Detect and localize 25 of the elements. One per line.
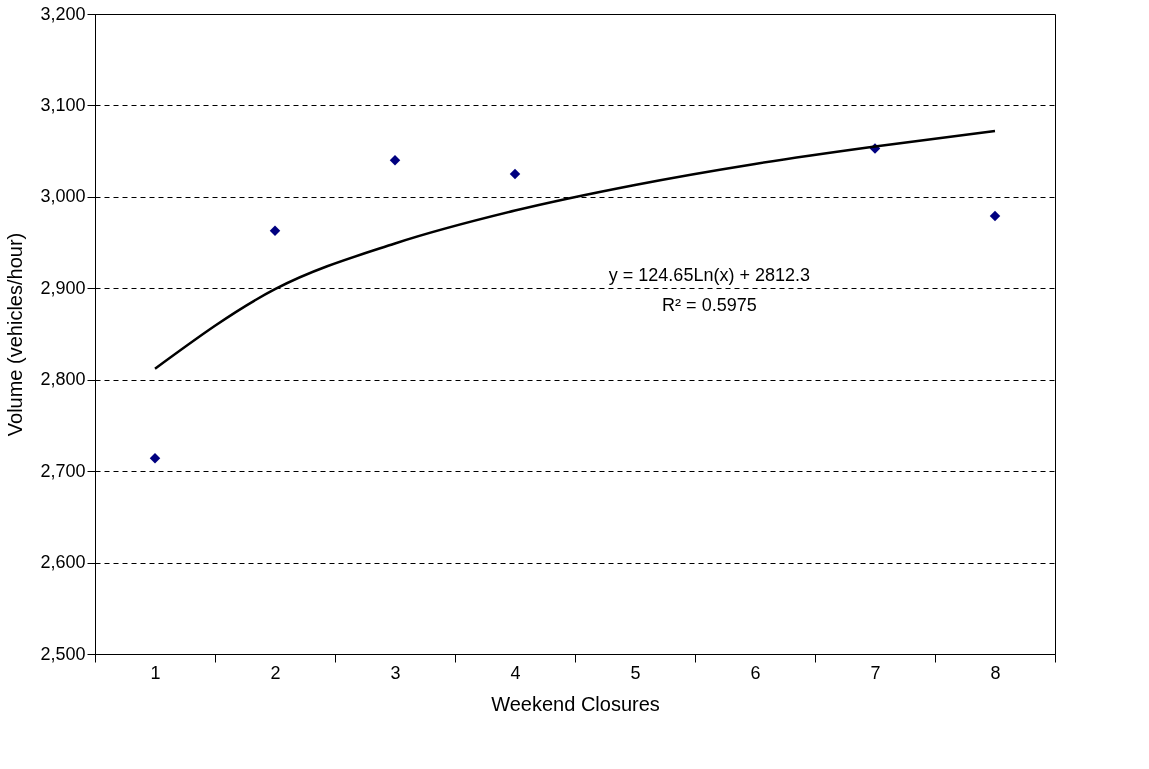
annotation: y = 124.65Ln(x) + 2812.3	[608, 265, 810, 286]
x-tick-label: 3	[390, 662, 401, 683]
point	[149, 453, 161, 464]
y-tick-label: 3,100	[40, 94, 86, 115]
x-tick-label: 2	[270, 662, 281, 683]
x-tick-label: 4	[510, 662, 521, 683]
point	[989, 210, 1001, 222]
x-tick-label: 6	[750, 662, 761, 683]
x-axis-title: Weekend Closures	[491, 692, 660, 715]
y-tick-label: 2,600	[40, 552, 86, 573]
x-tick-label: 1	[150, 662, 161, 683]
point	[509, 168, 521, 180]
x-tick-label: 8	[990, 662, 1001, 683]
point	[269, 225, 281, 236]
y-tick-label: 3,000	[40, 186, 86, 207]
y-tick-label: 2,500	[40, 643, 86, 664]
y-tick-label: 2,800	[40, 369, 86, 390]
x-tick-label: 7	[870, 662, 881, 683]
point	[389, 155, 401, 166]
y-axis-title: Volume (vehicles/hour)	[4, 232, 27, 437]
x-tick-label: 5	[630, 662, 641, 683]
y-tick-label: 2,700	[40, 460, 86, 481]
annotation: R² = 0.5975	[662, 295, 757, 316]
y-tick-label: 3,200	[40, 3, 86, 24]
y-tick-label: 2,900	[40, 277, 86, 298]
